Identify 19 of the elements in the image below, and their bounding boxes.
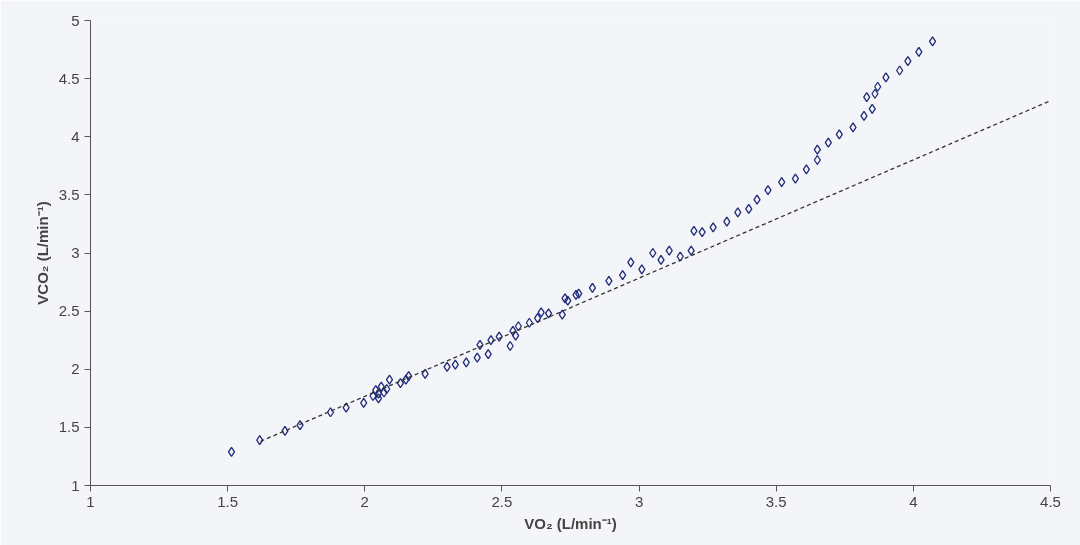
y-tick-label: 4.5 [58,69,80,87]
x-tick-label: 3.5 [765,492,787,510]
x-tick-label: 4.5 [1040,492,1061,510]
y-tick-label: 5 [71,11,80,29]
y-axis-title: VCO₂ (L/min⁻¹) [33,201,51,305]
x-tick-label: 2 [360,492,369,510]
x-tick-label: 3 [634,492,644,510]
x-tick-label: 1 [86,492,95,510]
x-tick-label: 4 [909,492,918,510]
y-tick-label: 1 [71,476,80,494]
y-tick-label: 2 [71,360,80,378]
x-tick-label: 2.5 [491,492,513,510]
y-tick-label: 3.5 [58,185,80,203]
x-tick-label: 1.5 [217,492,239,510]
y-tick-label: 4 [71,127,80,145]
y-tick-label: 1.5 [58,418,80,436]
y-tick-label: 3 [71,244,80,261]
y-tick-label: 2.5 [58,302,80,320]
x-axis-title: VO₂ (L/min⁻¹) [524,514,617,532]
